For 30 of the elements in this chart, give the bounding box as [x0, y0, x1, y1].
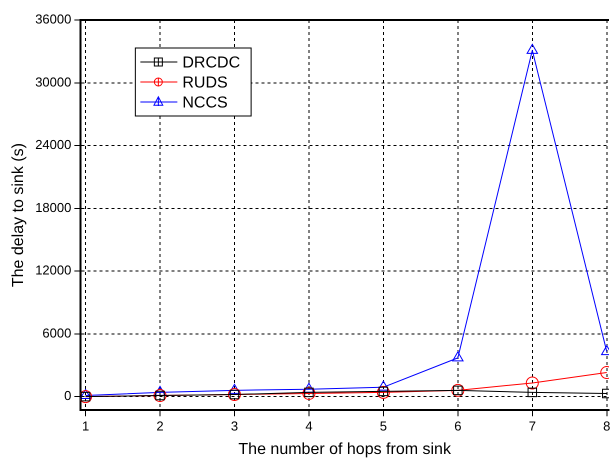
point	[528, 388, 538, 398]
y-tick-label: 0	[64, 388, 72, 404]
y-tick-label: 30000	[35, 74, 72, 90]
y-tick-label: 18000	[35, 200, 72, 215]
point	[526, 376, 539, 390]
x-tick-label: 7	[528, 418, 536, 434]
legend-label: DRCDC	[182, 54, 240, 72]
point	[526, 44, 538, 54]
y-axis-title: The delay to sink (s)	[10, 143, 28, 288]
legend-label: RUDS	[182, 74, 228, 92]
point	[452, 351, 464, 362]
x-tick-label: 2	[156, 418, 164, 434]
x-tick-label: 8	[603, 418, 610, 434]
x-axis-title: The number of hops from sink	[238, 440, 452, 458]
point	[302, 386, 316, 400]
point	[80, 389, 92, 400]
x-tick-label: 4	[305, 418, 313, 434]
point	[304, 388, 314, 398]
y-tick-label: 6000	[42, 325, 72, 340]
point	[228, 384, 240, 394]
point	[378, 380, 390, 391]
x-tick-label: 1	[82, 418, 90, 434]
y-tick-label: 24000	[35, 137, 72, 152]
x-tick-label: 6	[454, 418, 462, 434]
legend-label: NCCS	[182, 94, 228, 112]
y-tick-label: 12000	[35, 262, 72, 278]
y-tick-label: 36000	[35, 12, 72, 27]
x-tick-label: 5	[380, 418, 388, 434]
x-tick-label: 3	[230, 418, 238, 434]
point	[376, 386, 390, 399]
